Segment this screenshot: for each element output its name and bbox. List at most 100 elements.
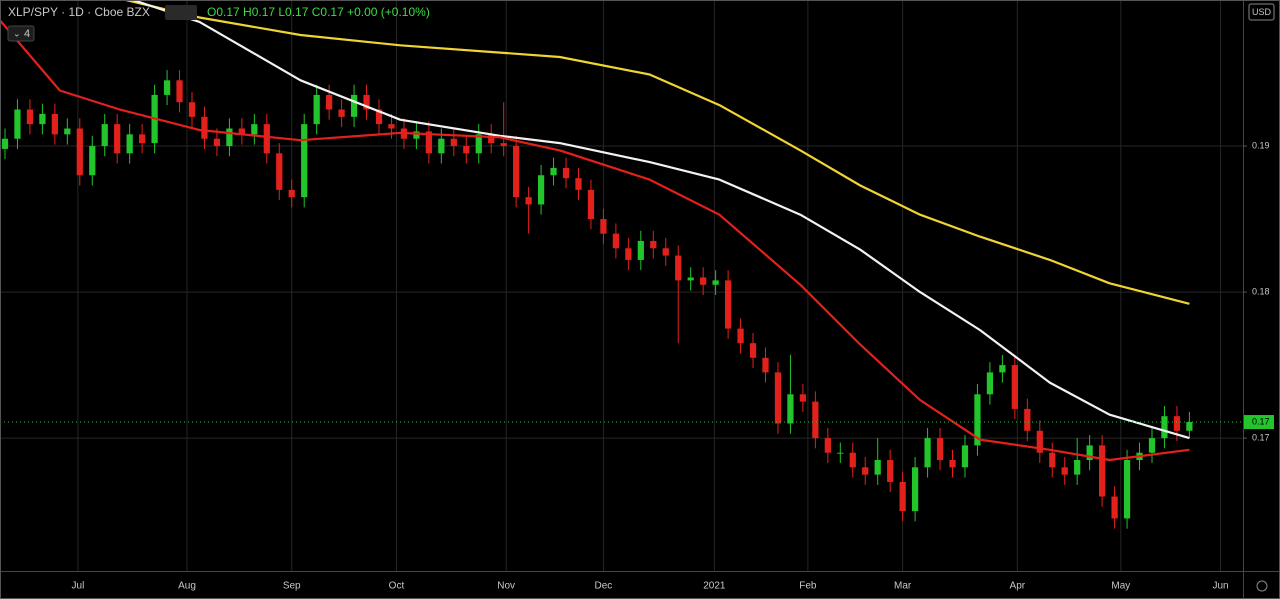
candle-body <box>288 189 295 198</box>
candle-body <box>1049 452 1056 468</box>
candle-body <box>961 445 969 468</box>
candle-body <box>887 460 894 482</box>
indicator-toggle[interactable] <box>7 25 35 42</box>
x-tick-label: Aug <box>178 581 196 592</box>
candle-body <box>101 124 108 147</box>
candle-body <box>700 277 707 285</box>
candle-body <box>39 113 46 125</box>
candle-body <box>986 372 994 395</box>
candle-body <box>76 128 83 176</box>
x-tick-label: Apr <box>1010 581 1026 592</box>
candle-body <box>338 109 345 117</box>
candle-body <box>662 248 669 256</box>
candle-body <box>438 138 445 154</box>
candle-body <box>500 143 507 147</box>
y-tick-label: 0.17 <box>1252 432 1270 442</box>
candle-body <box>276 153 283 190</box>
candle-body <box>1024 408 1031 431</box>
candle-body <box>201 116 208 139</box>
candle-body <box>724 280 732 329</box>
candle-body <box>1123 460 1131 519</box>
candle-body <box>251 124 258 135</box>
candle-body <box>924 438 931 468</box>
x-tick-label: Mar <box>894 581 912 592</box>
candle-body <box>363 94 370 110</box>
candle-body <box>537 175 545 205</box>
candle-body <box>413 131 420 139</box>
candle-body <box>51 113 58 135</box>
candle-body <box>1161 416 1168 439</box>
candle-body <box>1148 438 1156 453</box>
candle-body <box>625 248 632 260</box>
candle-body <box>513 146 520 198</box>
last-price-box <box>1244 415 1274 430</box>
candle-body <box>114 124 121 154</box>
candle-body <box>637 240 644 260</box>
candle-body <box>687 277 694 281</box>
candle-body <box>675 255 682 281</box>
candle-body <box>749 343 757 358</box>
x-tick-label: Sep <box>283 581 301 592</box>
candle-body <box>126 134 133 154</box>
ohlc-legend: O0.17 H0.17 L0.17 C0.17 +0.00 (+0.10%) <box>207 5 430 19</box>
candle-body <box>911 467 919 512</box>
candle-body <box>1111 496 1118 519</box>
candle-body <box>812 401 819 439</box>
candle-body <box>550 167 557 176</box>
candle-body <box>837 452 844 454</box>
candle-body <box>475 134 482 154</box>
candle-body <box>874 460 881 475</box>
header-buttons[interactable] <box>165 5 197 20</box>
candle-body <box>375 109 383 125</box>
candle-body <box>650 240 657 249</box>
plot-area <box>0 0 1243 529</box>
candle-body <box>712 280 719 285</box>
y-tick-label: 0.19 <box>1252 140 1270 150</box>
collapse-icon: ⌄ <box>13 28 21 38</box>
candle-body <box>1173 416 1181 431</box>
candle-body <box>525 197 532 205</box>
candle-body <box>600 219 607 234</box>
candle-body <box>488 134 495 144</box>
x-tick-label: May <box>1111 581 1130 592</box>
candle-body <box>587 189 595 220</box>
candle-body <box>425 131 432 154</box>
settings-icon[interactable] <box>1256 580 1268 592</box>
x-tick-label: Jun <box>1212 581 1228 592</box>
moving-average <box>129 0 1190 440</box>
candle-body <box>862 467 869 475</box>
candle-body <box>463 146 470 154</box>
candle-body <box>949 460 956 468</box>
candle-body <box>188 102 196 117</box>
candle-body <box>1061 467 1068 475</box>
candle-body <box>14 109 21 139</box>
x-tick-label: 2021 <box>703 581 726 592</box>
candle-body <box>899 481 906 512</box>
candle-body <box>226 128 233 147</box>
candle-body <box>26 109 34 125</box>
candle-body <box>1 138 9 149</box>
candle-body <box>163 80 171 95</box>
candle-body <box>849 452 856 468</box>
candle-body <box>787 394 794 424</box>
candle-body <box>450 138 457 147</box>
candle-body <box>89 146 96 176</box>
candle-body <box>799 394 807 402</box>
candle-body <box>974 394 981 446</box>
candle-body <box>1036 430 1043 453</box>
currency-box[interactable] <box>1248 3 1275 21</box>
candle-body <box>1074 460 1081 475</box>
candle-body <box>1086 445 1093 461</box>
x-tick-label: Nov <box>497 581 515 592</box>
candle-body <box>774 372 782 424</box>
candle-body <box>213 138 221 147</box>
x-tick-label: Dec <box>595 581 613 592</box>
candle-body <box>350 94 358 117</box>
candle-body <box>388 124 395 129</box>
candle-body <box>762 357 769 373</box>
candle-body <box>64 128 71 135</box>
candle-body <box>1099 445 1106 497</box>
candle-body <box>1011 365 1018 409</box>
